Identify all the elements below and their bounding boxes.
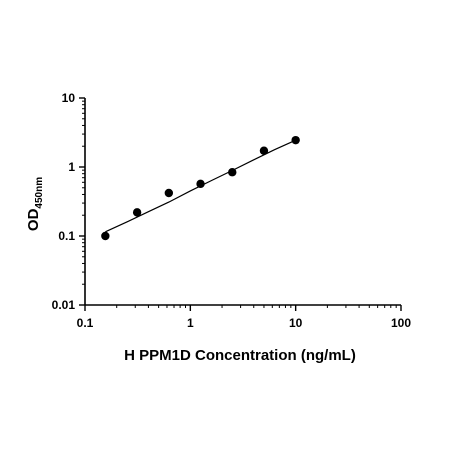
data-point-4 [196, 179, 205, 189]
data-point-1 [101, 231, 110, 241]
data-point-6 [259, 146, 269, 155]
x-tick-label: 10 [289, 316, 303, 330]
data-point-5 [228, 168, 237, 177]
y-axis-title: OD450nm [25, 177, 45, 231]
x-tick-label: 0.1 [77, 316, 94, 330]
data-point-3 [164, 188, 174, 198]
x-tick-label: 100 [391, 316, 411, 330]
data-point-7 [291, 135, 300, 145]
y-axis-title-sub: 450nm [34, 177, 45, 209]
axes [79, 97, 402, 311]
x-tick-label: 1 [187, 316, 194, 330]
y-tick-label: 1 [68, 160, 75, 174]
svg-text:OD450nm: OD450nm [25, 177, 45, 231]
data-points [101, 135, 300, 241]
y-tick-label: 0.01 [52, 298, 76, 312]
y-tick-label: 10 [62, 91, 76, 105]
data-point-2 [132, 208, 142, 217]
y-tick-label: 0.1 [58, 229, 75, 243]
y-axis-title-main: OD [25, 208, 42, 231]
x-axis-title: H PPM1D Concentration (ng/mL) [124, 347, 356, 364]
